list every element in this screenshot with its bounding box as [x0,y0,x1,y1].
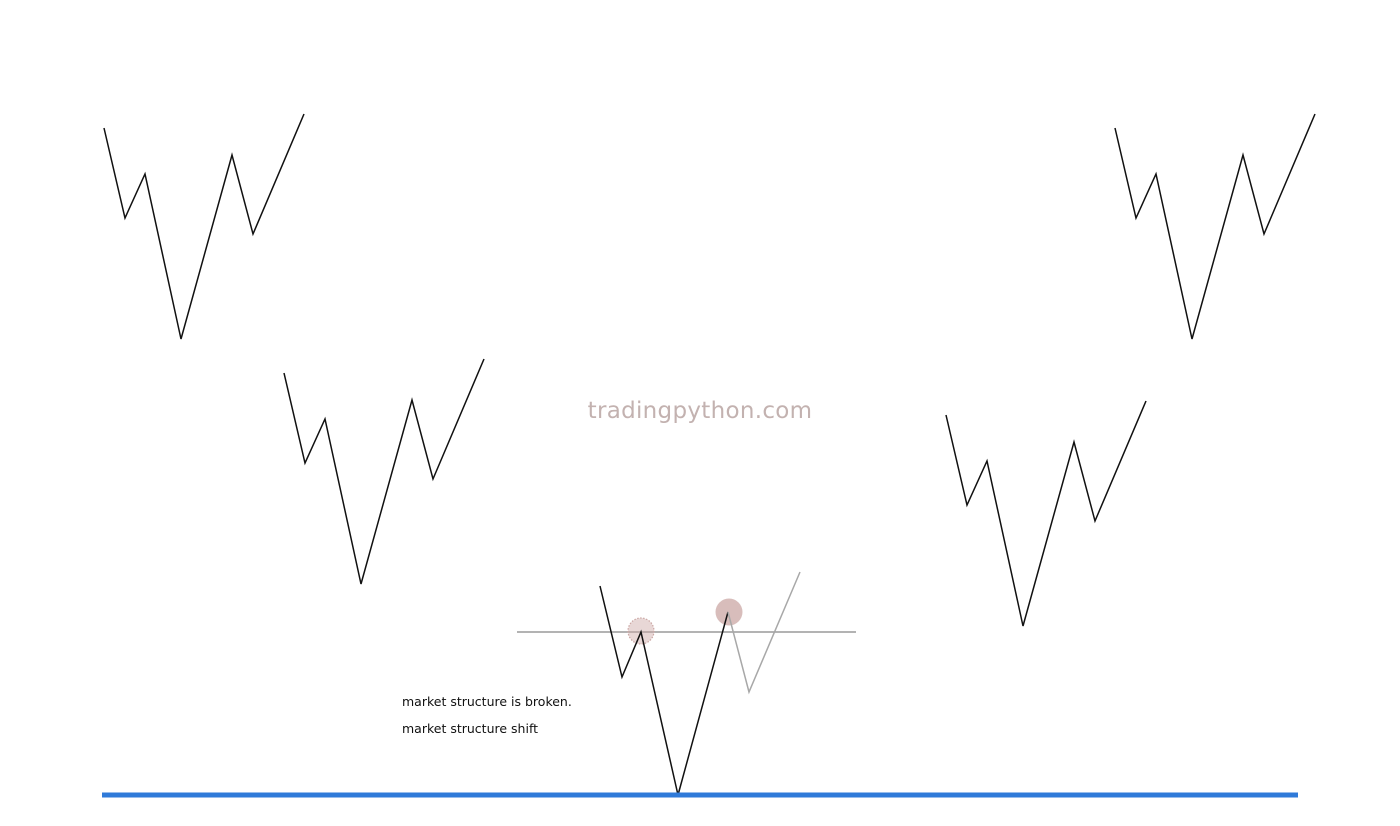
higher-high-marker [715,598,743,626]
zigzag-middle-right [945,400,1147,627]
zigzag-top-right [1114,113,1316,340]
zigzag-middle-left [283,358,485,585]
annotation-broken: market structure is broken. [402,694,572,709]
annotation-shift: market structure shift [402,721,539,736]
watermark: tradingpython.com [587,398,813,424]
zigzag-top-left [103,113,305,340]
bottom-center-zigzag [599,571,801,796]
zigzag-bottom-center-solid [599,585,729,796]
zigzag-bottom-center-faded [727,571,801,695]
zigzag-patterns [103,113,1316,627]
